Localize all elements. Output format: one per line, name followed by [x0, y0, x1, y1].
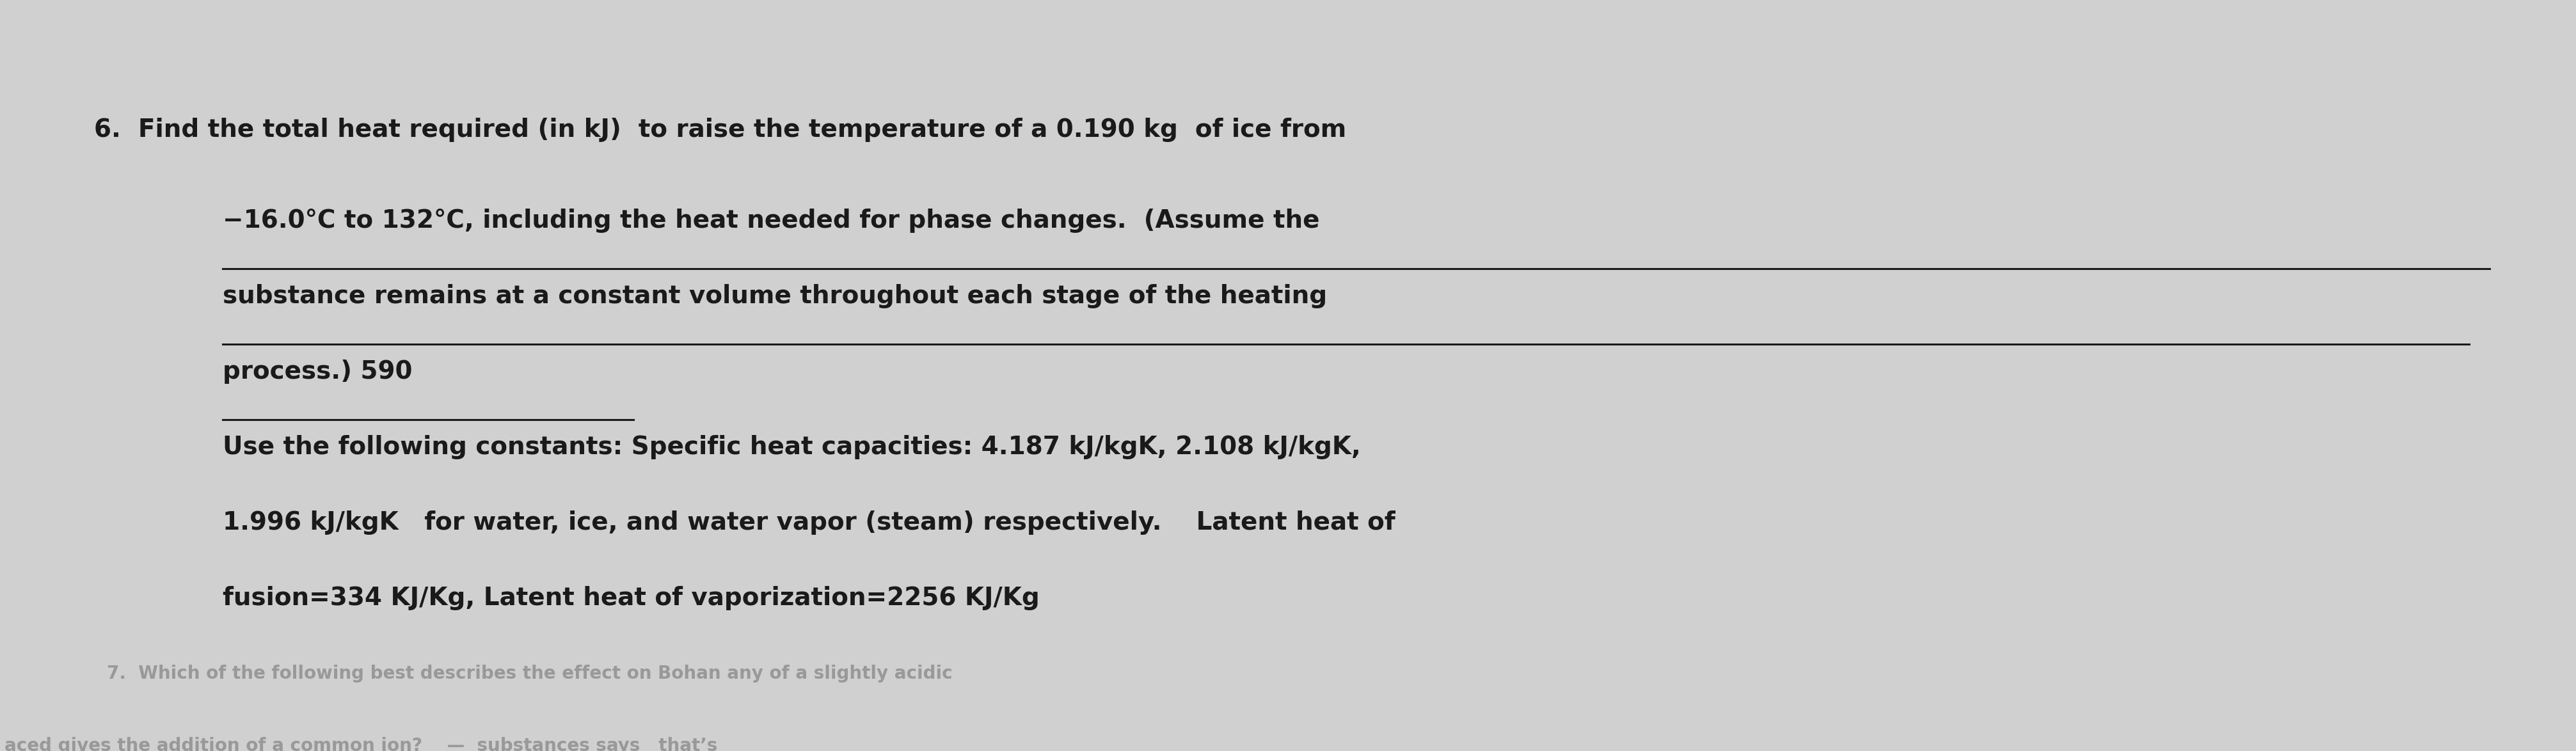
Text: process.) 590: process.) 590 — [222, 360, 412, 384]
Text: aced gives the addition of a common ion?    —  substances says   that’s: aced gives the addition of a common ion?… — [5, 737, 719, 751]
Text: Use the following constants: Specific heat capacities: 4.187 kJ/kgK, 2.108 kJ/kg: Use the following constants: Specific he… — [222, 435, 1360, 460]
Text: 7.  Which of the following best describes the effect on Bohan any of a slightly : 7. Which of the following best describes… — [108, 665, 953, 683]
Text: −16.0°C to 132°C, including the heat needed for phase changes.  (Assume the: −16.0°C to 132°C, including the heat nee… — [222, 209, 1319, 233]
Text: 1.996 kJ/kgK   for water, ice, and water vapor (steam) respectively.    Latent h: 1.996 kJ/kgK for water, ice, and water v… — [222, 511, 1396, 535]
Text: fusion=334 KJ/Kg, Latent heat of vaporization=2256 KJ/Kg: fusion=334 KJ/Kg, Latent heat of vaporiz… — [222, 586, 1041, 611]
Text: 6.  Find the total heat required (in kJ)  to raise the temperature of a 0.190 kg: 6. Find the total heat required (in kJ) … — [95, 118, 1347, 142]
Text: substance remains at a constant volume throughout each stage of the heating: substance remains at a constant volume t… — [222, 285, 1327, 309]
